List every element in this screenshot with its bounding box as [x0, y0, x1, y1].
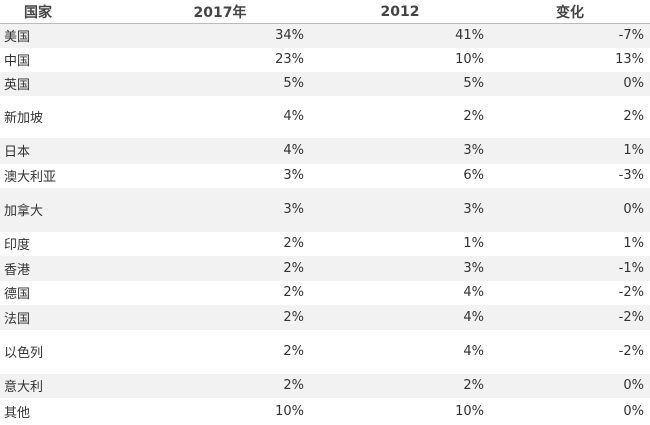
table-row: 以色列 2% 4% -2% [0, 330, 650, 374]
column-header: 国家 [0, 0, 130, 24]
value-cell: 4% [463, 344, 484, 359]
value-cell: 3% [130, 187, 310, 232]
value-cell: 6% [463, 168, 484, 183]
table-row: 加拿大 3% 3% 0% [0, 187, 650, 232]
value-cell: 23% [275, 52, 304, 67]
country-cell: 英国 [0, 71, 130, 96]
table-row: 香港 2% 3% -1% [0, 255, 650, 281]
table-row: 澳大利亚 3% 6% -3% [0, 164, 650, 188]
country-cell: 德国 [4, 287, 31, 302]
country-cell: 新加坡 [4, 111, 44, 126]
table-body: 美国 34% 41% -7% 中国 23% 10% 13% 英国 5% 5% 0% 新加坡 4% 2% 2% 日… [0, 23, 650, 425]
value-cell: 10% [275, 403, 304, 419]
column-header: 变化 [490, 0, 650, 24]
value-cell: 1% [490, 137, 650, 164]
table-row: 英国 5% 5% 0% [0, 71, 650, 96]
table-row: 德国 2% 4% -2% [0, 281, 650, 305]
table-row: 其他 10% 10% 0% [0, 398, 650, 425]
value-cell: 2% [283, 344, 304, 359]
country-cell: 意大利 [0, 373, 130, 398]
value-cell: 5% [310, 71, 490, 96]
country-cell: 中国 [4, 54, 31, 69]
country-cell: 加拿大 [0, 187, 130, 232]
value-cell: 4% [463, 285, 484, 300]
value-cell: 4% [283, 109, 304, 124]
value-cell: 4% [310, 304, 490, 330]
value-cell: 1% [463, 236, 484, 251]
country-cell: 其他 [4, 405, 31, 421]
table-row: 法国 2% 4% -2% [0, 304, 650, 330]
value-cell: 0% [490, 373, 650, 398]
value-cell: 4% [130, 137, 310, 164]
value-cell: 10% [455, 403, 484, 419]
value-cell: 2% [130, 373, 310, 398]
value-cell: 2% [623, 109, 644, 124]
table-row: 意大利 2% 2% 0% [0, 373, 650, 398]
table-row: 印度 2% 1% 1% [0, 232, 650, 256]
value-cell: 2% [283, 285, 304, 300]
value-cell: 2% [310, 373, 490, 398]
value-cell: 5% [130, 71, 310, 96]
column-header: 2012 [310, 0, 490, 24]
value-cell: 0% [490, 71, 650, 96]
value-cell: 34% [130, 23, 310, 48]
value-cell: -2% [490, 304, 650, 330]
value-cell: 41% [310, 23, 490, 48]
table-row: 美国 34% 41% -7% [0, 23, 650, 48]
value-cell: 3% [310, 137, 490, 164]
value-cell: -2% [618, 344, 644, 359]
country-cell: 美国 [0, 23, 130, 48]
value-cell: 3% [310, 187, 490, 232]
value-cell: 0% [623, 403, 644, 419]
country-cell: 日本 [0, 137, 130, 164]
table-row: 日本 4% 3% 1% [0, 137, 650, 164]
header-row: 国家 2017年 2012 变化 [0, 0, 650, 24]
value-cell: 2% [130, 255, 310, 281]
country-cell: 法国 [0, 304, 130, 330]
table-row: 新加坡 4% 2% 2% [0, 96, 650, 138]
value-cell: -2% [618, 285, 644, 300]
value-cell: 1% [623, 236, 644, 251]
value-cell: 0% [490, 187, 650, 232]
country-cell: 澳大利亚 [4, 170, 57, 185]
value-cell: 2% [130, 304, 310, 330]
value-cell: 10% [455, 52, 484, 67]
country-cell: 印度 [4, 238, 31, 253]
country-cell: 香港 [0, 255, 130, 281]
value-cell: 2% [463, 109, 484, 124]
value-cell: 3% [310, 255, 490, 281]
value-cell: -3% [618, 168, 644, 183]
table-row: 中国 23% 10% 13% [0, 48, 650, 72]
value-cell: -7% [490, 23, 650, 48]
value-cell: 13% [615, 52, 644, 67]
country-cell: 以色列 [4, 346, 44, 361]
column-header: 2017年 [130, 0, 310, 24]
value-cell: -1% [490, 255, 650, 281]
value-cell: 2% [283, 236, 304, 251]
value-cell: 3% [283, 168, 304, 183]
